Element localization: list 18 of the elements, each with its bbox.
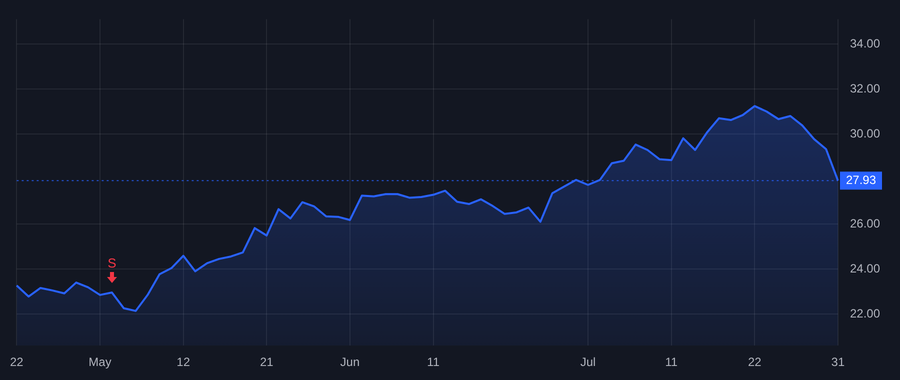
annotation: S bbox=[108, 256, 117, 271]
x-tick-label: May bbox=[88, 355, 112, 370]
y-tick-label: 34.00 bbox=[850, 36, 880, 50]
x-tick-label: 21 bbox=[260, 355, 274, 370]
x-tick-label: Jul bbox=[580, 355, 596, 370]
y-tick-label: 24.00 bbox=[850, 261, 880, 276]
y-tick-label: 26.00 bbox=[850, 216, 880, 230]
x-tick-label: 31 bbox=[831, 355, 845, 370]
x-tick-label: Jun bbox=[340, 355, 360, 370]
x-tick-label: 11 bbox=[427, 355, 440, 370]
x-tick-label: 22 bbox=[748, 355, 762, 370]
y-tick-label: 32.00 bbox=[850, 81, 880, 96]
ref-line-label: 27.93 bbox=[846, 172, 876, 187]
x-tick-label: 11 bbox=[665, 355, 678, 370]
y-tick-label: 22.00 bbox=[850, 306, 880, 320]
x-tick-label: 12 bbox=[176, 355, 190, 370]
y-tick-label: 30.00 bbox=[850, 126, 880, 140]
x-tick-label: 22 bbox=[10, 355, 24, 370]
